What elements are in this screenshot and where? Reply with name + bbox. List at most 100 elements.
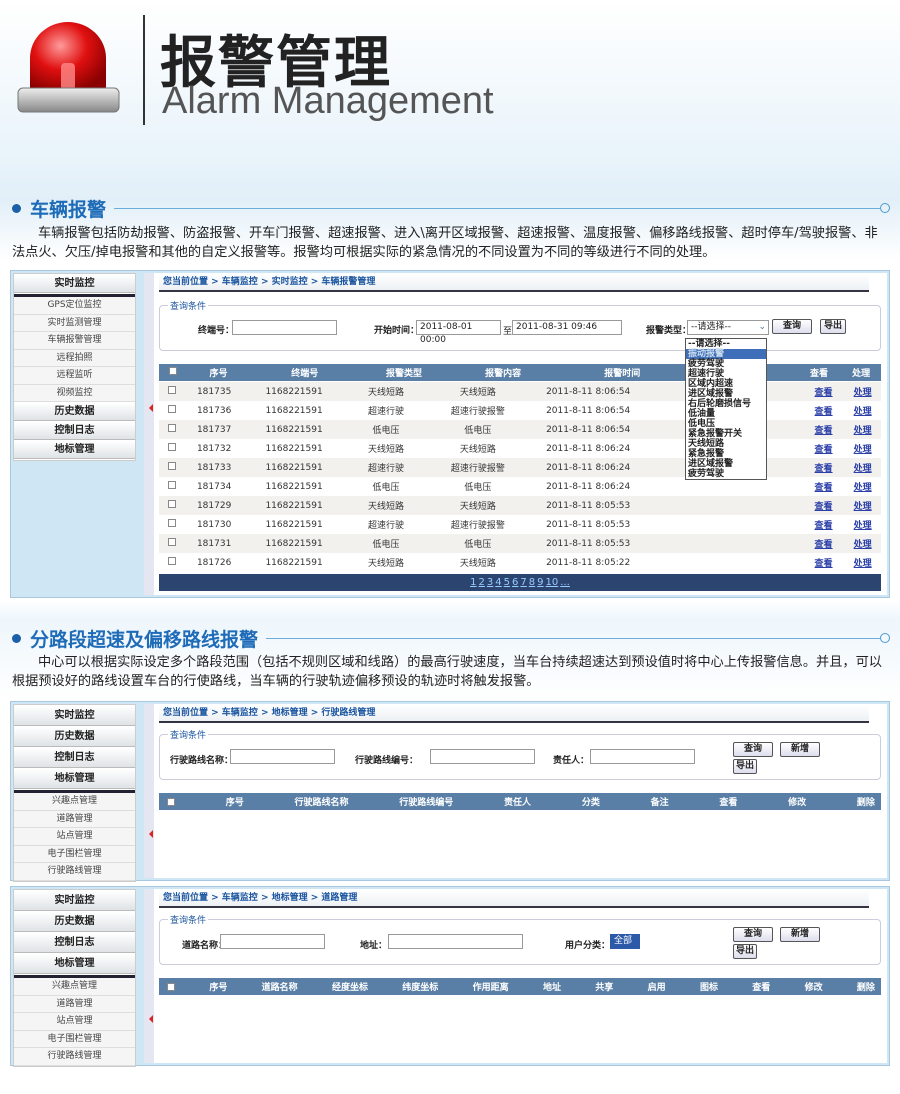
view-link[interactable]: 查看 [814,445,833,455]
view-link[interactable]: 查看 [814,502,833,512]
end-time-input[interactable]: 2011-08-31 09:46 [512,320,622,335]
row-checkbox[interactable] [167,405,176,413]
dropdown-option[interactable]: --请选择-- [688,339,730,349]
sidebar-subitem[interactable]: 站点管理 [14,1013,135,1031]
view-link[interactable]: 查看 [814,464,833,474]
sidebar-subitem[interactable]: 道路管理 [14,810,135,828]
view-link[interactable]: 查看 [814,426,833,436]
row-checkbox[interactable] [167,557,176,565]
sidebar-item[interactable]: 历史数据 [14,912,135,932]
terminal-input[interactable] [232,320,337,335]
search-input[interactable] [430,749,535,764]
dropdown-option[interactable]: 区域内超速 [688,379,734,389]
view-link[interactable]: 查看 [814,521,833,531]
search-input[interactable] [388,934,523,949]
row-checkbox[interactable] [167,500,176,508]
export-button[interactable]: 导出 [733,759,757,774]
sidebar-item[interactable]: 控制日志 [14,422,135,440]
page-link[interactable]: 7 [520,577,527,588]
sidebar-item-realtime[interactable]: 实时监控 [14,275,135,293]
sidebar-item[interactable]: 地标管理 [14,441,135,459]
sidebar-subitem[interactable]: 远程拍照 [14,349,135,367]
view-link[interactable]: 查看 [814,540,833,550]
dropdown-option[interactable]: 低电压 [688,419,716,429]
sidebar-subitem[interactable]: 车辆报警管理 [14,332,135,350]
collapse-arrow-icon[interactable] [149,1015,153,1023]
page-link[interactable]: 4 [495,577,502,588]
sidebar-subitem[interactable]: 远程监听 [14,367,135,385]
dropdown-option[interactable]: 低油量 [688,409,716,419]
sidebar-item[interactable]: 历史数据 [14,727,135,747]
sidebar-subitem[interactable]: 行驶路线管理 [14,863,135,881]
view-link[interactable]: 查看 [814,407,833,417]
page-link[interactable]: ... [560,577,570,588]
row-checkbox[interactable] [167,462,176,470]
sidebar-item[interactable]: 实时监控 [14,706,135,726]
view-link[interactable]: 查看 [814,559,833,569]
sidebar-item[interactable]: 实时监控 [14,891,135,911]
handle-link[interactable]: 处理 [853,388,872,398]
sidebar-subitem[interactable]: GPS定位监控 [14,297,135,315]
dropdown-option[interactable]: 进区域报警 [688,389,734,399]
dropdown-option[interactable]: 疲劳驾驶 [688,359,725,369]
dropdown-option[interactable]: 右后轮磨损信号 [688,399,752,409]
row-checkbox[interactable] [167,538,176,546]
sidebar-item[interactable]: 控制日志 [14,748,135,768]
search-input[interactable] [590,749,695,764]
page-link[interactable]: 9 [537,577,544,588]
handle-link[interactable]: 处理 [853,483,872,493]
category-select[interactable]: 全部 [610,934,640,949]
sidebar-subitem[interactable]: 电子围栏管理 [14,1030,135,1048]
page-link[interactable]: 5 [503,577,511,588]
sidebar-item[interactable]: 地标管理 [14,769,135,789]
row-checkbox[interactable] [167,519,176,527]
page-link[interactable]: 2 [478,577,485,588]
sidebar-subitem[interactable]: 电子围栏管理 [14,845,135,863]
export-button[interactable]: 导出 [733,944,757,959]
handle-link[interactable]: 处理 [853,502,872,512]
row-checkbox[interactable] [167,481,176,489]
page-link[interactable]: 8 [528,577,536,588]
sidebar-item[interactable]: 控制日志 [14,933,135,953]
sidebar-subitem[interactable]: 兴趣点管理 [14,978,135,996]
add-button[interactable]: 新增 [780,742,820,757]
search-input[interactable] [220,934,325,949]
alarm-type-select[interactable]: --请选择-- ⌄ [687,320,769,335]
query-button[interactable]: 查询 [733,927,773,942]
dropdown-option[interactable]: 进区域报警 [688,459,734,469]
search-input[interactable] [230,749,335,764]
sidebar-item[interactable]: 历史数据 [14,403,135,421]
handle-link[interactable]: 处理 [853,540,872,550]
sidebar-subitem[interactable]: 行驶路线管理 [14,1048,135,1066]
page-link[interactable]: 6 [512,577,519,588]
handle-link[interactable]: 处理 [853,407,872,417]
sidebar-subitem[interactable]: 道路管理 [14,995,135,1013]
sidebar-item[interactable]: 地标管理 [14,954,135,974]
handle-link[interactable]: 处理 [853,559,872,569]
page-link[interactable]: 3 [486,577,494,588]
dropdown-option[interactable]: 紧急报警 [688,449,725,459]
collapse-arrow-icon[interactable] [149,830,153,838]
select-all-checkbox[interactable] [167,982,175,991]
dropdown-option[interactable]: 疲劳驾驶 [688,469,725,479]
dropdown-option[interactable]: 紧急报警开关 [688,429,743,439]
view-link[interactable]: 查看 [814,483,833,493]
select-all-checkbox[interactable] [168,367,177,375]
handle-link[interactable]: 处理 [853,445,872,455]
handle-link[interactable]: 处理 [853,426,872,436]
row-checkbox[interactable] [167,443,176,451]
query-button[interactable]: 查询 [772,319,812,334]
handle-link[interactable]: 处理 [853,521,872,531]
export-button[interactable]: 导出 [820,319,846,334]
sidebar-subitem[interactable]: 视频监控 [14,384,135,402]
collapse-arrow-icon[interactable] [149,404,153,412]
dropdown-option[interactable]: 振动报警 [686,349,766,359]
row-checkbox[interactable] [167,424,176,432]
select-all-checkbox[interactable] [167,797,175,806]
row-checkbox[interactable] [167,386,176,394]
sidebar-subitem[interactable]: 兴趣点管理 [14,793,135,811]
query-button[interactable]: 查询 [733,742,773,757]
add-button[interactable]: 新增 [780,927,820,942]
page-link[interactable]: 10 [545,577,559,588]
sidebar-subitem[interactable]: 实时监测管理 [14,314,135,332]
